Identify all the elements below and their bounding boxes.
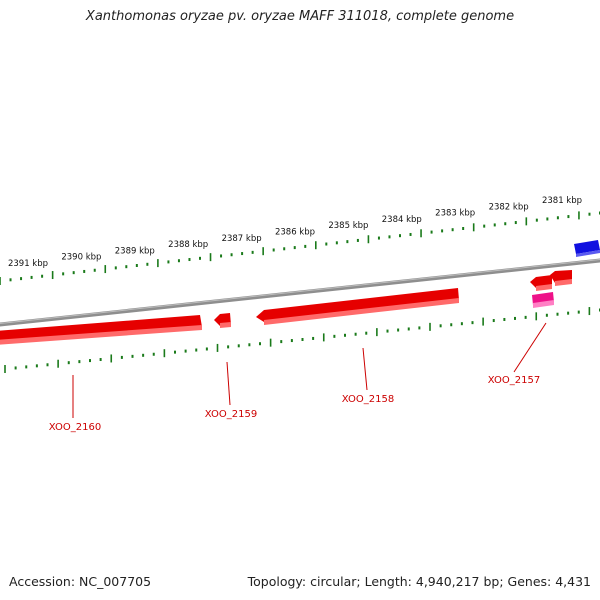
kbp-label: 2390 kbp <box>61 253 101 263</box>
kbp-labels: 2381 kbp 2382 kbp 2383 kbp 2384 kbp 2385 kbp… <box>8 196 582 269</box>
kbp-label: 2391 kbp <box>8 259 48 269</box>
kbp-label: 2383 kbp <box>435 209 475 219</box>
outer-tick-ring <box>0 211 600 285</box>
gene-label-XOO_2157[interactable]: XOO_2157 <box>488 375 540 386</box>
inner-tick-ring <box>4 307 600 373</box>
map-title: Xanthomonas oryzae pv. oryzae MAFF 31101… <box>85 9 515 24</box>
kbp-label: 2381 kbp <box>542 196 582 206</box>
kbp-label: 2385 kbp <box>328 221 368 231</box>
gene-XOO_2158[interactable] <box>256 288 459 325</box>
gene-rna[interactable] <box>532 292 554 308</box>
kbp-label: 2388 kbp <box>168 240 208 250</box>
kbp-label: 2384 kbp <box>382 215 422 225</box>
kbp-label: 2387 kbp <box>222 234 262 244</box>
genome-backbone <box>0 258 600 327</box>
gene-XOO_2157-a[interactable] <box>530 275 552 291</box>
gene-label-XOO_2160[interactable]: XOO_2160 <box>49 422 101 433</box>
kbp-label: 2389 kbp <box>115 246 155 256</box>
gene-label-XOO_2158[interactable]: XOO_2158 <box>342 394 394 405</box>
callout-line-XOO_2157 <box>513 322 547 373</box>
genome-summary: Topology: circular; Length: 4,940,217 bp… <box>247 574 591 589</box>
gene-label-XOO_2159[interactable]: XOO_2159 <box>205 409 257 420</box>
genome-backbone-highlight <box>0 259 600 324</box>
kbp-label: 2382 kbp <box>489 202 529 212</box>
kbp-label: 2386 kbp <box>275 228 315 238</box>
gene-XOO_2159[interactable] <box>214 313 231 328</box>
callout-line-XOO_2159 <box>226 361 231 406</box>
accession-label: Accession: NC_007705 <box>9 574 152 589</box>
gene-XOO_2160[interactable] <box>0 315 202 345</box>
gene-forward-1[interactable] <box>574 240 600 257</box>
callout-line-XOO_2158 <box>362 347 368 391</box>
gene-XOO_2157-b[interactable] <box>550 270 572 286</box>
